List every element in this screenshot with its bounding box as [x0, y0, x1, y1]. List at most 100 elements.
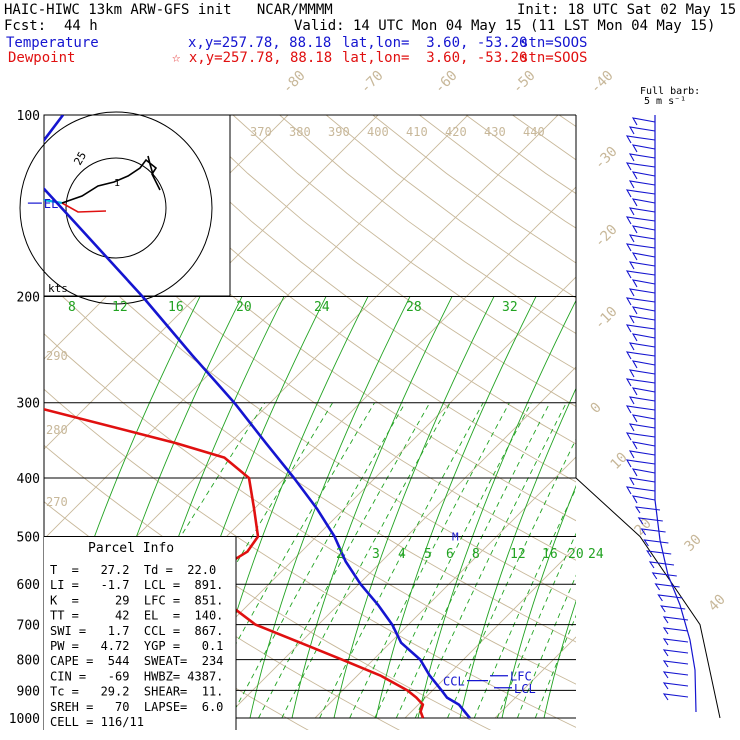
mixing-ratio-label: 3 — [372, 547, 380, 562]
wind-barb — [631, 144, 656, 153]
model-title: HAIC-HIWC 13km ARW-GFS init NCAR/MMMM — [4, 2, 333, 18]
wind-barb — [631, 306, 656, 315]
wind-barb — [662, 660, 689, 668]
mixing-ratio-label: 24 — [314, 300, 330, 315]
pressure-label: 500 — [17, 530, 40, 545]
pressure-label: 1000 — [9, 712, 40, 727]
wind-barb — [646, 550, 672, 558]
wind-barb — [662, 638, 689, 646]
wind-barb — [625, 216, 656, 225]
theta-label: 380 — [289, 125, 311, 139]
parcel-info-row: PW = 4.72 YGP = 0.1 — [50, 639, 223, 653]
hodograph-trace-low — [61, 202, 107, 213]
theta-label: 280 — [46, 423, 68, 437]
parcel-info-row: K = 29 LFC = 851. — [50, 593, 223, 607]
mixing-ratio-label: 8 — [68, 300, 76, 315]
dry-adiabat-line — [279, 115, 576, 335]
isotherm-line — [675, 115, 740, 718]
theta-label: 410 — [406, 125, 428, 139]
legend-temperature-latlon: lat,lon= 3.60, -53.20 — [342, 35, 528, 51]
init-time: Init: 18 UTC Sat 02 May 15 — [517, 2, 737, 18]
wind-barb — [625, 243, 656, 252]
wind-barb — [631, 279, 656, 288]
mixing-ratio-label: 8 — [472, 547, 480, 562]
wind-barb — [662, 682, 689, 690]
mixing-ratio-line — [319, 402, 484, 719]
wind-barb — [625, 297, 656, 306]
isotherm-line — [585, 115, 740, 718]
parcel-info-row: TT = 42 EL = 140. — [50, 609, 223, 623]
dry-adiabat-line — [186, 115, 576, 407]
wind-barb — [660, 605, 686, 613]
moist-adiabat-line — [459, 387, 576, 719]
hodograph-kts-label: kts — [48, 282, 68, 295]
legend-temperature-name: Temperature — [6, 35, 99, 51]
ccl-annotation: CCL — [443, 675, 465, 689]
wind-barb — [625, 378, 656, 387]
wind-barb — [625, 432, 656, 441]
legend-dewpoint-latlon: lat,lon= 3.60, -53.20 — [342, 50, 528, 66]
mixing-ratio-label: 2 — [336, 547, 344, 562]
hodograph-trace — [61, 155, 161, 204]
hodograph-ring-inner — [65, 157, 167, 259]
wind-barb — [625, 162, 656, 171]
isotherm-label: -50 — [510, 68, 539, 97]
mixing-ratio-line — [516, 574, 576, 719]
wind-barb — [625, 135, 656, 144]
mixing-ratio-line — [349, 402, 510, 719]
dry-adiabat-line — [46, 115, 576, 522]
mixing-ratio-line — [281, 402, 451, 719]
parcel-info-row: SREH = 70 LAPSE= 6.0 — [50, 700, 223, 714]
mixing-ratio-label: 12 — [510, 547, 526, 562]
wind-barb — [628, 153, 656, 162]
mixing-ratio-label: 5 — [424, 547, 432, 562]
moist-adiabat-line — [333, 296, 495, 719]
wind-barb — [628, 126, 656, 135]
wind-barb — [628, 234, 656, 243]
isotherm-line — [224, 366, 576, 719]
wind-barb — [662, 627, 689, 635]
wind-barb — [628, 261, 656, 270]
mixing-ratio-label: 16 — [542, 547, 558, 562]
parcel-info-title: Parcel Info — [88, 541, 174, 556]
mixing-ratio-line — [374, 402, 532, 719]
wind-barb — [625, 486, 656, 495]
pressure-label: 900 — [17, 684, 40, 699]
mixing-ratio-line — [395, 402, 551, 719]
dry-adiabat-line — [558, 115, 576, 128]
wind-barb — [631, 387, 656, 396]
wind-barb — [631, 117, 656, 126]
mixing-ratio-label: 20 — [568, 547, 584, 562]
wind-barb — [631, 333, 656, 342]
dry-adiabat-line — [465, 115, 576, 195]
isotherm-line — [44, 115, 469, 540]
wind-barb — [631, 225, 656, 234]
parcel-info-row: CIN = -69 HWBZ= 4387. — [50, 669, 223, 683]
pressure-label: 200 — [17, 291, 40, 306]
moist-adiabat-line — [249, 296, 411, 719]
isotherm-label: -70 — [358, 68, 387, 97]
dry-adiabat-line — [512, 115, 576, 161]
mixing-ratio-label: 24 — [588, 547, 604, 562]
mixing-ratio-line — [258, 402, 431, 719]
parcel-info-row: LI = -1.7 LCL = 891. — [50, 578, 223, 592]
wind-barb — [643, 539, 669, 547]
isotherm-label: 30 — [682, 532, 705, 555]
wind-barb — [662, 649, 689, 657]
moist-adiabat-line — [375, 296, 537, 719]
wind-barb — [628, 315, 656, 324]
isotherm-label: -80 — [280, 68, 309, 97]
wind-barb — [625, 189, 656, 198]
wind-barb — [628, 207, 656, 216]
mixing-ratio-label: 6 — [446, 547, 454, 562]
isotherm-line — [314, 456, 576, 719]
legend-dewpoint-xy: ☆ x,y=257.78, 88.18 — [172, 50, 333, 66]
temperature-profile — [44, 115, 471, 719]
wind-barb — [631, 198, 656, 207]
dry-adiabat-line — [44, 277, 576, 643]
valid-time: Valid: 14 UTC Mon 04 May 15 (11 LST Mon … — [294, 18, 716, 34]
legend-dewpoint-name: Dewpoint — [8, 50, 76, 66]
pressure-label: 600 — [17, 578, 40, 593]
isotherm-label: -40 — [588, 68, 617, 97]
